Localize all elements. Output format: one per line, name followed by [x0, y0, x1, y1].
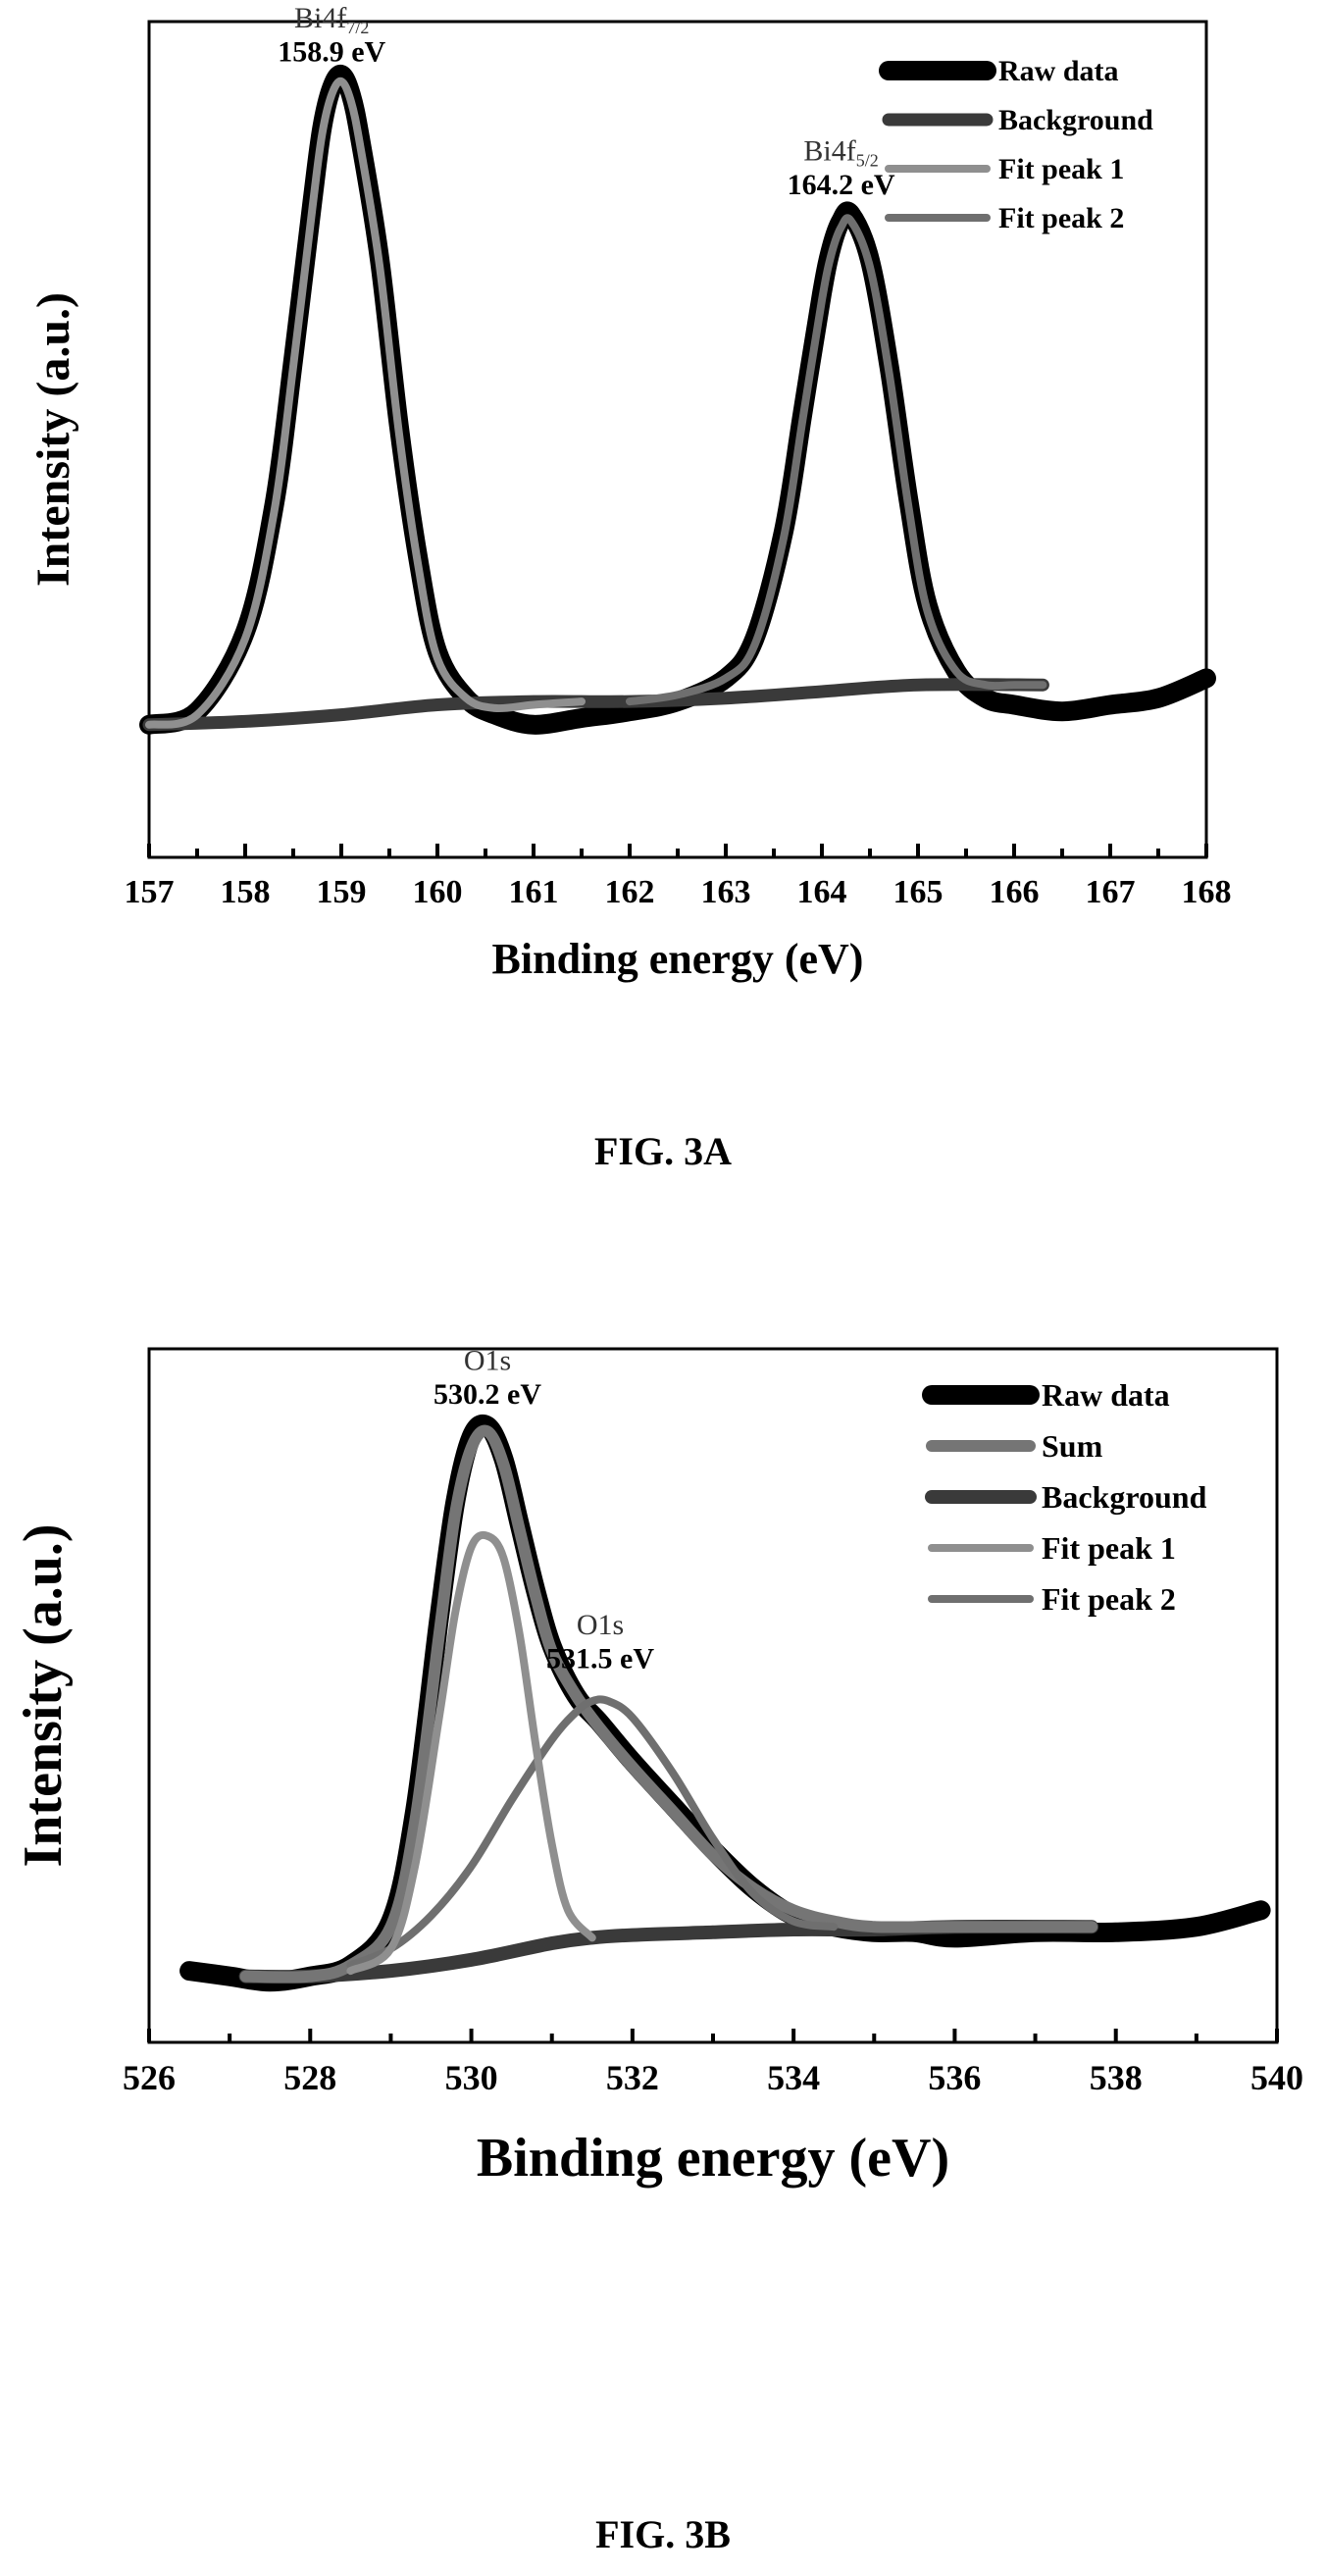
x-axis-label: Binding energy (eV)	[492, 935, 864, 983]
series-line-fit-peak-1	[145, 77, 586, 729]
peak-annotation-value: 530.2 eV	[434, 1378, 541, 1411]
chart-bi4f: 157 158 159 160 161 162 163 164 165 166 167 168 Bind…	[27, 2, 1232, 983]
plot-frame	[147, 20, 1208, 859]
x-tick-label: 161	[509, 874, 559, 910]
peak-annotation-label: Bi4f7/2	[294, 2, 369, 37]
series-line-sum	[239, 1424, 1098, 1984]
legend-label: Background	[1042, 1479, 1207, 1515]
legend-label: Fit peak 2	[1042, 1581, 1176, 1617]
x-tick-label: 540	[1250, 2058, 1303, 2097]
x-tick-label: 526	[123, 2058, 176, 2097]
peak-annotation-value: 164.2 eV	[788, 169, 895, 201]
figure-caption-3b: FIG. 3B	[595, 2512, 731, 2556]
peak-annotation-label: O1s	[577, 1609, 624, 1641]
series-line-fit-peak-1	[346, 1530, 596, 1976]
peak-annotation-value: 531.5 eV	[546, 1642, 654, 1674]
x-tick-label: 159	[317, 874, 367, 910]
x-tick-label: 165	[893, 874, 944, 910]
x-axis-label: Binding energy (eV)	[477, 2128, 949, 2189]
series-line-fit-peak-2	[346, 1695, 839, 1970]
x-tick-label: 530	[445, 2058, 498, 2097]
legend-label: Fit peak 1	[1042, 1530, 1176, 1566]
x-tick-label: 167	[1086, 874, 1136, 910]
figure-caption-3a: FIG. 3A	[594, 1129, 732, 1173]
x-tick-label: 160	[413, 874, 463, 910]
x-tick-label: 534	[767, 2058, 820, 2097]
x-tick-label: 157	[125, 874, 175, 910]
legend-label: Raw data	[998, 55, 1119, 87]
y-axis-label: Intensity (a.u.)	[27, 292, 79, 587]
x-tick-label: 158	[221, 874, 271, 910]
legend-label: Raw data	[1042, 1377, 1170, 1413]
peak-annotation-label: O1s	[464, 1345, 511, 1377]
x-tick-label: 532	[606, 2058, 659, 2097]
peak-annotation-value: 158.9 eV	[278, 36, 385, 69]
x-tick-label: 163	[701, 874, 751, 910]
series-line-background	[142, 678, 1049, 732]
legend-label: Fit peak 1	[998, 153, 1124, 185]
x-tick-label: 164	[797, 874, 847, 910]
chart-o1s: 526 528 530 532 534 536 538 540 Binding energy (…	[13, 1345, 1303, 2189]
legend-label: Background	[998, 104, 1153, 136]
x-tick-label: 166	[990, 874, 1040, 910]
peak-annotation-label: Bi4f5/2	[803, 134, 878, 170]
legend-label: Sum	[1042, 1428, 1103, 1464]
series-line-fit-peak-2	[626, 214, 1047, 706]
x-tick-label: 162	[605, 874, 655, 910]
x-tick-label: 528	[283, 2058, 336, 2097]
x-tick-label: 536	[928, 2058, 981, 2097]
x-tick-label: 168	[1182, 874, 1232, 910]
x-tick-label: 538	[1090, 2058, 1143, 2097]
y-axis-label: Intensity (a.u.)	[13, 1523, 74, 1867]
legend-label: Fit peak 2	[998, 202, 1124, 234]
